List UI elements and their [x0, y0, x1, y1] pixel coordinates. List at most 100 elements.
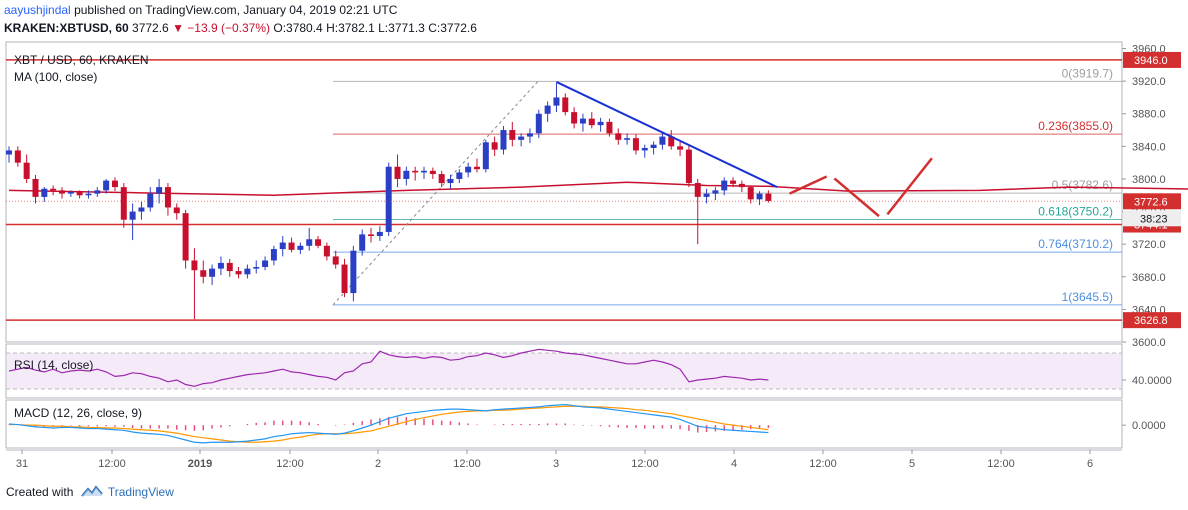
candle-body [76, 192, 83, 196]
last-price: 3772.6 [132, 21, 169, 35]
candle-body [6, 150, 12, 155]
time-tick-label: 2 [375, 458, 381, 470]
candle-body [403, 170, 410, 179]
open-label: O: [273, 21, 287, 35]
candle-body [571, 112, 578, 124]
candle-body [535, 113, 542, 134]
candle-body [262, 260, 269, 267]
rsi-band [7, 353, 1121, 389]
time-tick-label: 12:00 [453, 458, 481, 470]
time-tick-label: 3 [553, 458, 559, 470]
macd-tick-label: 0.0000 [1132, 420, 1166, 432]
candle-body [58, 190, 65, 194]
candle-body [156, 187, 163, 194]
author-link[interactable]: aayushjindal [4, 3, 71, 17]
candle-body [385, 166, 392, 232]
candle-body [332, 256, 339, 265]
candle-body [226, 262, 233, 272]
price-change: ▼ −13.9 (−0.37%) [172, 21, 271, 35]
candle-body [23, 162, 30, 179]
candle-body [703, 193, 710, 197]
candle-body [323, 245, 330, 257]
candle-body [279, 242, 286, 250]
ma-100-line [8, 181, 1188, 197]
level-price-label: 3626.8 [1134, 315, 1168, 327]
candle-body [341, 264, 348, 294]
candle-body [482, 142, 489, 170]
projection-path [789, 175, 828, 195]
candle-body [164, 187, 171, 208]
price-tick-label: 3840.0 [1132, 141, 1166, 153]
candle-body [120, 187, 127, 220]
time-tick-label: 5 [909, 458, 915, 470]
candle-body [509, 130, 516, 140]
candle-body [712, 190, 719, 194]
fib-diagonal [332, 81, 539, 306]
fib-level-label: 0.618(3750.2) [1038, 205, 1113, 219]
high-value: 3782.1 [338, 21, 375, 35]
publish-info: aayushjindal published on TradingView.co… [4, 3, 397, 17]
tradingview-link[interactable]: TradingView [107, 485, 174, 499]
candle-body [288, 242, 295, 250]
candle-body [473, 166, 480, 170]
candle-body [438, 174, 445, 184]
candle-body [579, 118, 586, 124]
macd-signal-line [9, 405, 769, 443]
fib-level-label: 0.236(3855.0) [1038, 119, 1113, 133]
level-price-tag [1123, 51, 1181, 68]
candle-body [14, 150, 21, 163]
candle-body [632, 138, 639, 151]
current-price-tag [1123, 193, 1181, 210]
candle-body [765, 193, 772, 201]
time-tick-label: 12:00 [809, 458, 837, 470]
candle-body [235, 271, 242, 275]
low-value: 3771.3 [388, 21, 425, 35]
candle-body [738, 183, 745, 188]
candle-body [456, 172, 463, 179]
time-tick-label: 12:00 [987, 458, 1015, 470]
price-chart[interactable]: 3960.03920.03880.03840.03800.03760.03720… [0, 0, 1188, 480]
published-text: published on TradingView.com, January 04… [74, 3, 398, 17]
current-price-label: 3772.6 [1134, 196, 1168, 208]
macd-line [8, 403, 769, 444]
candle-body [668, 136, 675, 147]
candle-body [129, 211, 136, 220]
candle-body [244, 268, 251, 275]
price-tick-label: 3600.0 [1132, 337, 1166, 349]
fib-level-label: 0.5(3782.6) [1052, 178, 1113, 192]
candle-body [359, 234, 366, 251]
rsi-tick-label: 40.0000 [1132, 375, 1172, 387]
candle-body [500, 130, 507, 150]
time-tick-label: 12:00 [98, 458, 126, 470]
projection-path [833, 177, 880, 218]
candle-body [306, 239, 313, 246]
candle-body [138, 207, 145, 212]
rsi-line [8, 348, 769, 387]
candle-body [376, 231, 383, 237]
price-tick-label: 3680.0 [1132, 272, 1166, 284]
candle-body [200, 270, 207, 277]
price-tick-label: 3880.0 [1132, 109, 1166, 121]
candle-body [544, 105, 551, 114]
candle-body [394, 166, 401, 179]
descending-trendline [556, 81, 778, 189]
candle-body [103, 180, 110, 191]
candle-body [253, 267, 260, 269]
candle-body [217, 262, 224, 269]
candle-body [491, 142, 498, 150]
candle-body [182, 213, 189, 261]
chart-title: XBT / USD, 60, KRAKEN [14, 53, 149, 67]
fib-level-label: 1(3645.5) [1062, 290, 1113, 304]
candle-body [315, 239, 322, 246]
price-tick-label: 3800.0 [1132, 174, 1166, 186]
candle-body [111, 180, 118, 188]
candle-body [694, 183, 701, 197]
countdown-label: 38:23 [1140, 213, 1168, 225]
candle-body [368, 234, 375, 237]
close-value: 3772.6 [440, 21, 477, 35]
candle-body [50, 188, 57, 191]
candle-body [624, 138, 631, 140]
low-label: L: [378, 21, 389, 35]
open-value: 3780.4 [286, 21, 323, 35]
level-price-label: 3946.0 [1134, 55, 1168, 67]
